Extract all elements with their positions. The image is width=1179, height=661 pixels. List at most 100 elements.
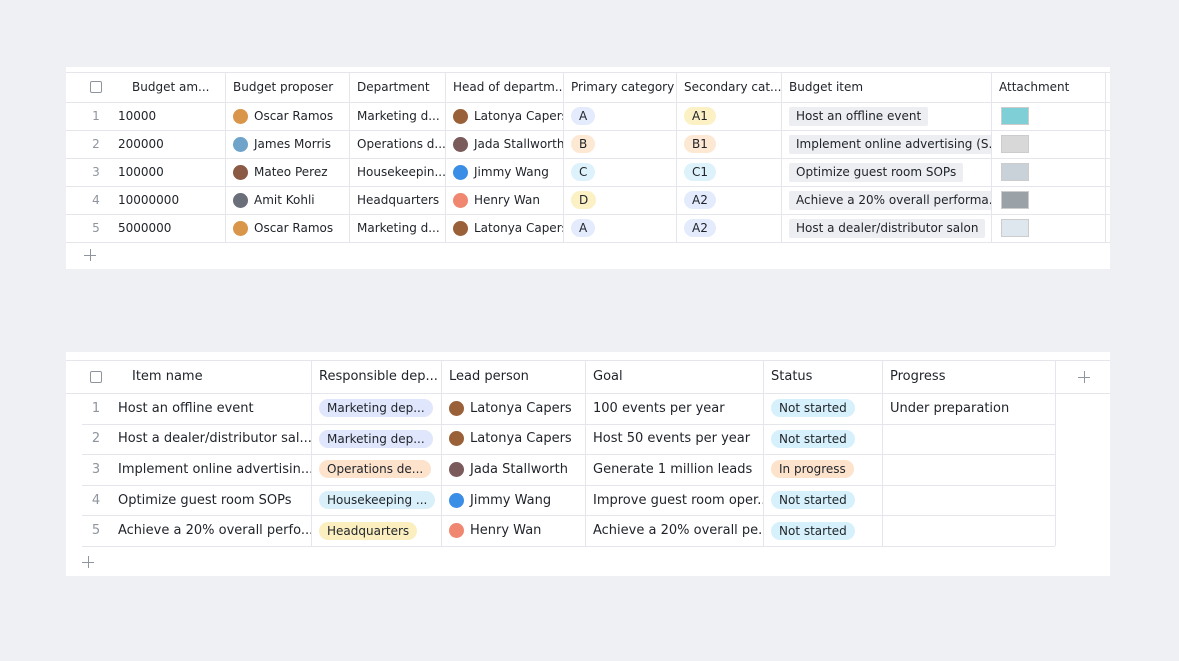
column-header[interactable]: Primary category <box>571 80 675 94</box>
person-name: Latonya Capers <box>470 400 572 416</box>
attachment-thumbnail[interactable] <box>1001 135 1029 153</box>
divider <box>563 72 564 242</box>
table-cell: 200000 <box>118 137 164 151</box>
person-name: Henry Wan <box>474 193 540 207</box>
avatar <box>453 192 468 208</box>
person-name: Amit Kohli <box>254 193 315 207</box>
table-cell: Oscar Ramos <box>225 102 349 130</box>
table-cell: Host a dealer/distributor salon <box>781 214 991 242</box>
column-header[interactable]: Status <box>771 369 813 384</box>
table-cell: Jimmy Wang <box>445 158 563 186</box>
option-pill: A1 <box>684 107 716 125</box>
option-pill: A2 <box>684 191 716 209</box>
column-header[interactable]: Budget am... <box>132 80 210 94</box>
plus-v <box>1083 371 1085 383</box>
person-name: Jimmy Wang <box>470 492 552 508</box>
table-cell: A2 <box>676 186 781 214</box>
person-name: Jimmy Wang <box>474 165 549 179</box>
divider <box>66 214 1110 215</box>
table-cell: Marketing dep... <box>311 424 441 455</box>
column-header[interactable]: Item name <box>132 369 203 384</box>
attachment-thumbnail[interactable] <box>1001 219 1029 237</box>
divider <box>66 72 1110 73</box>
table-cell: Host an offline event <box>781 102 991 130</box>
table-cell: Host an offline event <box>118 400 254 416</box>
option-pill: Marketing dep... <box>319 429 433 448</box>
avatar <box>233 220 248 236</box>
divider <box>349 72 350 242</box>
column-header[interactable]: Budget proposer <box>233 80 334 94</box>
column-header[interactable]: Responsible dep... <box>319 369 438 384</box>
table-cell: Not started <box>763 485 882 516</box>
avatar <box>453 108 468 124</box>
column-header[interactable]: Progress <box>890 369 946 384</box>
table-cell: James Morris <box>225 130 349 158</box>
person-name: Oscar Ramos <box>254 221 334 235</box>
attachment-thumbnail[interactable] <box>1001 191 1029 209</box>
row-index: 4 <box>92 193 100 207</box>
column-header[interactable]: Budget item <box>789 80 864 94</box>
table-cell: A <box>563 102 676 130</box>
attachment-thumbnail[interactable] <box>1001 163 1029 181</box>
attachment-thumbnail[interactable] <box>1001 107 1029 125</box>
table-cell: Optimize guest room SOPs <box>118 492 292 508</box>
link-tag: Optimize guest room SOPs <box>789 162 964 182</box>
table-cell: 100000 <box>118 165 164 179</box>
divider <box>1055 393 1056 546</box>
divider <box>441 360 442 546</box>
column-header[interactable]: Attachment <box>999 80 1070 94</box>
divider <box>445 72 446 242</box>
table-cell: Under preparation <box>890 400 1010 416</box>
checkbox[interactable] <box>90 371 102 383</box>
column-header[interactable]: Secondary cat... <box>684 80 781 94</box>
table-cell: Not started <box>763 424 882 455</box>
table-cell: B1 <box>676 130 781 158</box>
option-pill: Headquarters <box>319 521 418 540</box>
option-pill: B <box>571 135 596 153</box>
table-cell: Latonya Capers <box>441 393 585 424</box>
table-cell: Jada Stallworth <box>441 454 585 485</box>
row-index: 3 <box>92 165 100 179</box>
table-cell: Latonya Capers <box>445 102 563 130</box>
avatar <box>233 192 248 208</box>
table-cell: Headquarters <box>357 193 440 207</box>
table-cell: Housekeepin... <box>357 165 445 179</box>
table-cell: Oscar Ramos <box>225 214 349 242</box>
avatar <box>449 523 464 539</box>
add-row-button[interactable] <box>82 556 94 568</box>
divider <box>82 423 1055 425</box>
table-cell: Latonya Capers <box>445 214 563 242</box>
avatar <box>233 108 248 124</box>
row-index: 4 <box>91 492 101 508</box>
divider <box>66 158 1110 159</box>
divider <box>1055 360 1056 393</box>
option-pill: A <box>571 219 596 237</box>
add-row-button[interactable] <box>1078 371 1090 383</box>
table-cell: C1 <box>676 158 781 186</box>
table-cell: A1 <box>676 102 781 130</box>
column-header[interactable]: Head of departm... <box>453 80 563 94</box>
table-cell: Henry Wan <box>445 186 563 214</box>
avatar <box>453 136 468 152</box>
divider <box>66 242 1110 243</box>
checkbox[interactable] <box>90 81 102 93</box>
divider <box>585 360 586 546</box>
column-header[interactable]: Lead person <box>449 369 529 384</box>
add-row-button[interactable] <box>84 249 96 261</box>
table-cell: 10000 <box>118 109 157 123</box>
table-cell: Host 50 events per year <box>593 431 751 447</box>
row-index: 2 <box>92 137 100 151</box>
link-tag: Host a dealer/distributor salon <box>789 218 986 238</box>
column-header[interactable]: Goal <box>593 369 623 384</box>
divider <box>66 360 1110 361</box>
person-name: James Morris <box>254 137 331 151</box>
table-cell: Improve guest room oper... <box>593 492 763 508</box>
table-cell: Jimmy Wang <box>441 485 585 516</box>
table-cell: A2 <box>676 214 781 242</box>
table-cell: D <box>563 186 676 214</box>
table-cell: Latonya Capers <box>441 424 585 455</box>
avatar <box>453 220 468 236</box>
table-cell: Implement online advertisin... <box>118 461 311 477</box>
row-index: 3 <box>91 461 101 477</box>
column-header[interactable]: Department <box>357 80 430 94</box>
